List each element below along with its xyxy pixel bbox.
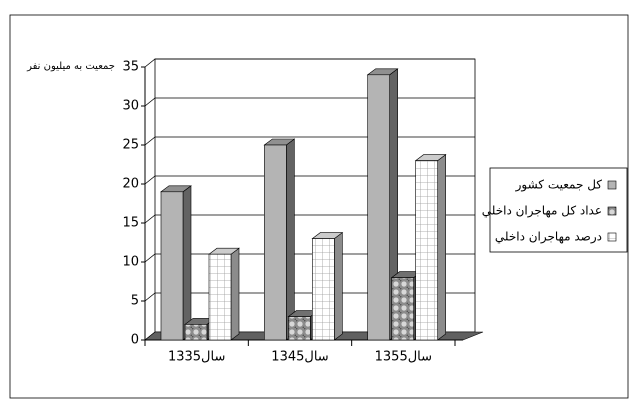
bar — [264, 144, 287, 341]
y-tick-label: 35 — [122, 60, 139, 75]
grid-line — [144, 97, 475, 107]
bar — [415, 160, 438, 341]
y-tick-label: 20 — [122, 177, 139, 192]
legend-label: درصد مهاجران داخلي — [495, 230, 602, 245]
bar-side — [334, 232, 343, 341]
bar-side — [230, 247, 240, 341]
legend-label: عداد كل مهاجران داخلي — [482, 204, 602, 219]
bar-side — [182, 185, 192, 341]
bar — [184, 324, 208, 341]
bar — [312, 238, 335, 341]
bar — [391, 277, 414, 341]
legend-swatch — [607, 206, 617, 216]
y-tick-label: 10 — [122, 255, 139, 270]
legend-swatch — [607, 180, 617, 190]
x-tick-label: سال1345 — [271, 350, 328, 365]
bar — [288, 316, 311, 341]
y-axis-label: جمعيت به ميليون نفر — [26, 61, 115, 72]
legend — [489, 167, 628, 253]
y-tick-label: 30 — [122, 99, 139, 114]
y-tick-label: 5 — [131, 294, 139, 309]
bar-side — [437, 154, 446, 341]
legend-swatch — [607, 232, 617, 242]
frame — [9, 14, 629, 399]
grid-line — [144, 58, 475, 68]
bar — [160, 191, 184, 341]
bar-side — [286, 138, 295, 341]
x-tick-label: سال1355 — [375, 350, 432, 365]
y-tick-label: 15 — [122, 216, 139, 231]
legend-label: كل جمعيت كشور — [515, 178, 603, 193]
x-tick-label: سال1335 — [168, 350, 225, 365]
grid-line — [144, 136, 475, 146]
bar — [367, 74, 390, 341]
y-tick-label: 0 — [131, 333, 139, 348]
bar — [208, 253, 232, 341]
y-tick-label: 25 — [122, 138, 139, 153]
